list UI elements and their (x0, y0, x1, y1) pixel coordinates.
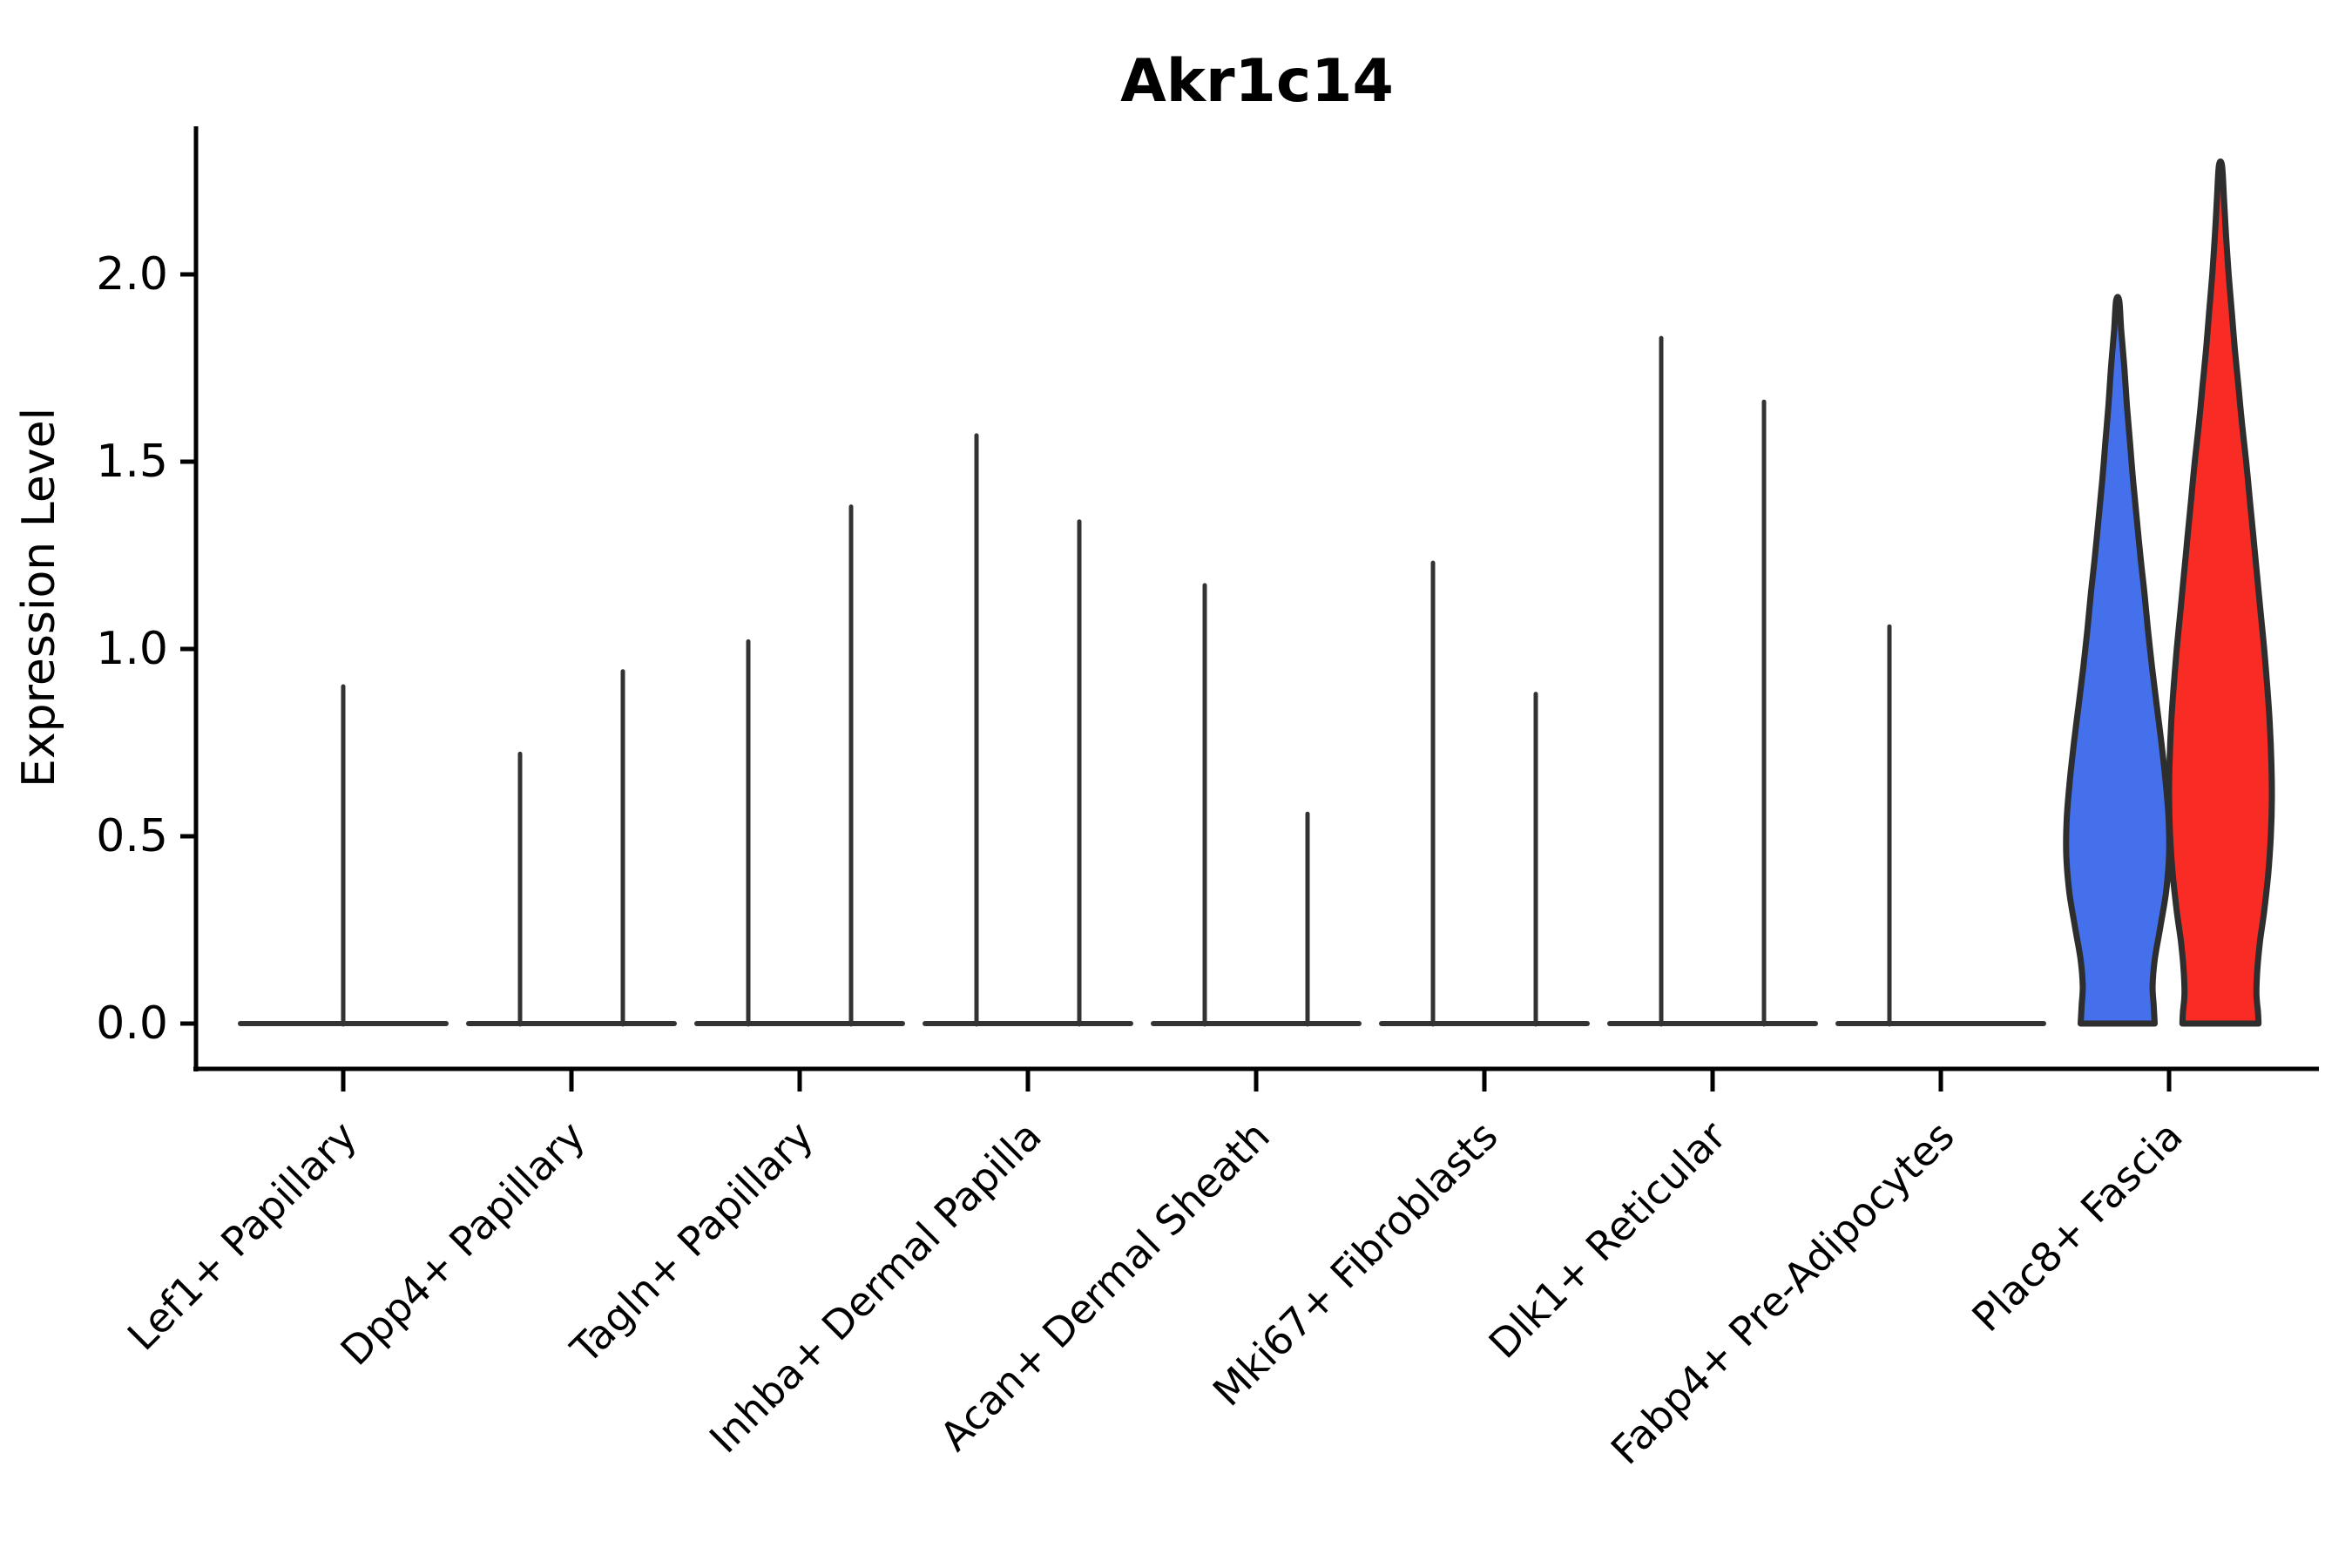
x-tick-label: Dlk1+ Reticular (1480, 1112, 1735, 1368)
x-tick-label: Plac8+ Fascia (1963, 1112, 2191, 1341)
y-axis-label: Expression Level (13, 408, 65, 787)
violin-blue (2063, 294, 2173, 1027)
x-tick-label: Tagln+ Papillary (561, 1112, 822, 1374)
x-tick-label: Lef1+ Papillary (118, 1112, 366, 1360)
chart-title: Akr1c14 (1120, 47, 1394, 116)
y-tick-label: 0.5 (96, 810, 168, 862)
y-tick-label: 1.0 (96, 623, 168, 675)
violin-red (2166, 158, 2275, 1027)
y-tick-label: 1.5 (96, 436, 168, 488)
y-tick-label: 0.0 (96, 997, 168, 1050)
y-tick-label: 2.0 (96, 248, 168, 301)
x-tick-label: Dpp4+ Papillary (332, 1112, 594, 1375)
